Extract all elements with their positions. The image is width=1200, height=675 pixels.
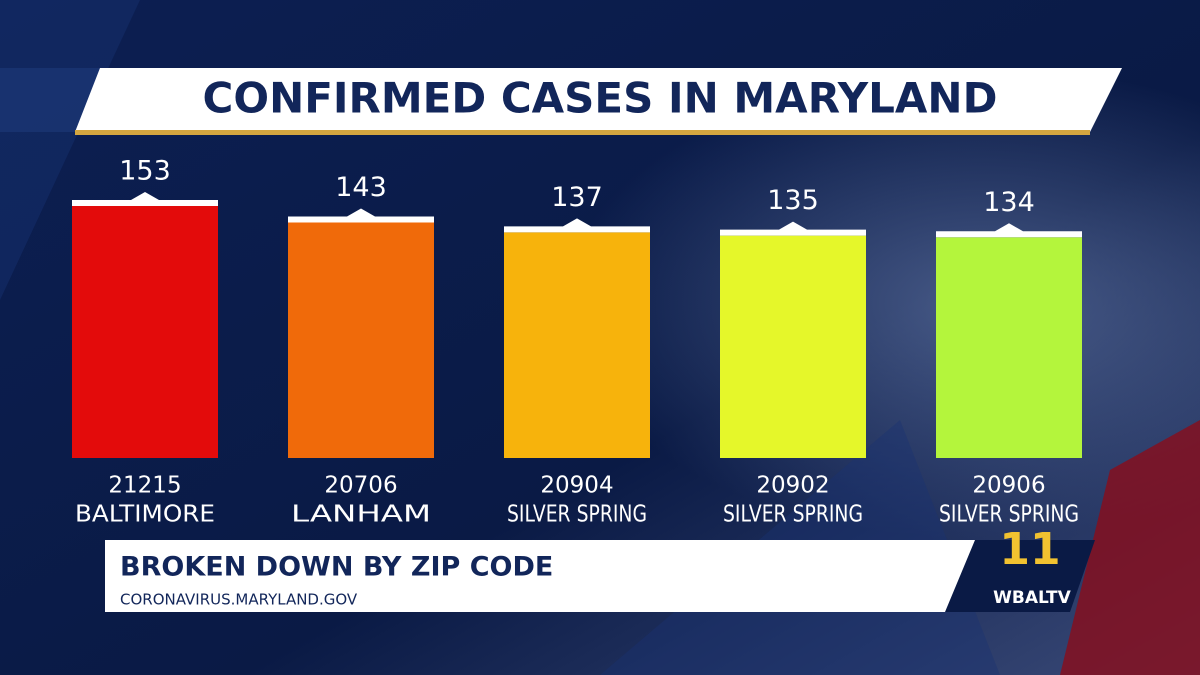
bar [288, 222, 434, 458]
background-stripe [1060, 420, 1200, 675]
logo-box [945, 540, 1095, 612]
category-city: BALTIMORE [75, 502, 215, 528]
value-label: 137 [551, 182, 603, 213]
category-zip: 20904 [540, 473, 613, 499]
category-city: SILVER SPRING [939, 502, 1079, 528]
category-zip: 20906 [972, 473, 1045, 499]
logo-channel: 11 [999, 524, 1060, 575]
category-city: LANHAM [291, 502, 431, 528]
bar [504, 232, 650, 458]
bar [720, 235, 866, 458]
title-rule [75, 130, 1090, 135]
bar-cap [288, 208, 434, 223]
bar [72, 206, 218, 458]
bar-cap [720, 221, 866, 236]
chart-title: CONFIRMED CASES IN MARYLAND [203, 74, 998, 123]
value-label: 134 [983, 187, 1035, 218]
value-label: 135 [767, 185, 819, 216]
category-city: SILVER SPRING [507, 502, 647, 528]
title-banner [75, 68, 1122, 132]
subtitle: BROKEN DOWN BY ZIP CODE [120, 552, 553, 583]
category-zip: 21215 [108, 473, 181, 499]
logo-name: WBALTV [993, 588, 1071, 608]
lower-third [105, 540, 975, 612]
value-label: 153 [119, 156, 171, 187]
bar-cap [936, 223, 1082, 238]
category-zip: 20902 [756, 473, 829, 499]
category-city: SILVER SPRING [723, 502, 863, 528]
value-label: 143 [335, 172, 387, 203]
bar-cap [72, 192, 218, 206]
category-zip: 20706 [324, 473, 397, 499]
bar-cap [504, 218, 650, 233]
source: CORONAVIRUS.MARYLAND.GOV [120, 591, 358, 609]
bar [936, 237, 1082, 458]
